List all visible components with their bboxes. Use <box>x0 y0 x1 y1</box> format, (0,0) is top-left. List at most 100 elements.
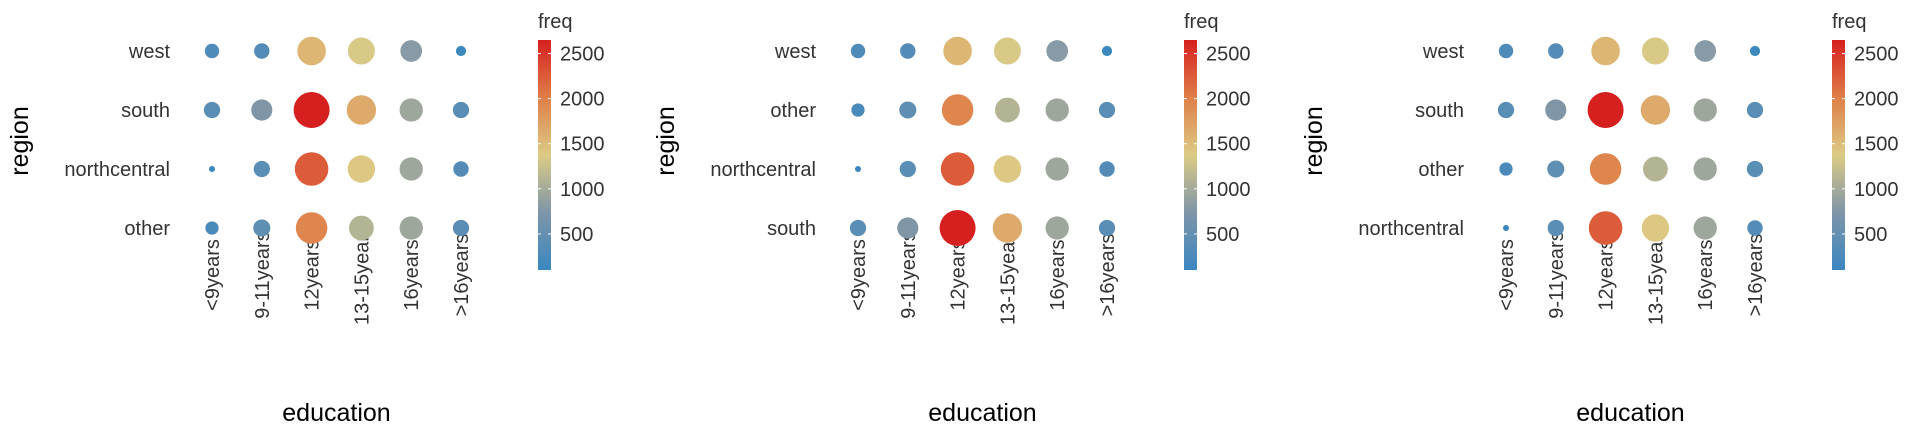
data-point <box>850 43 866 59</box>
data-point <box>992 213 1023 243</box>
legend-tick-label: 2000 <box>1206 89 1251 111</box>
data-point <box>254 43 270 59</box>
x-tick-label: >16years <box>1745 234 1767 317</box>
data-point <box>1045 157 1069 181</box>
data-point <box>1101 45 1113 57</box>
data-point <box>941 94 974 126</box>
data-point <box>346 95 377 125</box>
data-point <box>1046 40 1069 62</box>
legend-tick-label: 1500 <box>1206 134 1251 156</box>
legend-tick-label: 2500 <box>1206 44 1251 66</box>
legend-colorbar <box>1832 40 1845 270</box>
data-point <box>1547 160 1565 178</box>
data-point <box>203 101 221 119</box>
data-point <box>995 97 1020 123</box>
data-point <box>400 40 423 62</box>
data-point <box>1547 219 1564 237</box>
y-tick-label: south <box>1415 100 1464 122</box>
legend-tick-label: 2000 <box>1854 89 1899 111</box>
x-tick-label: >16years <box>451 234 473 317</box>
data-point <box>452 101 470 119</box>
y-tick-label: other <box>770 100 816 122</box>
y-axis-title: region <box>652 106 680 176</box>
x-tick-label: 12years <box>948 239 970 310</box>
data-point <box>399 157 423 181</box>
x-axis-title: education <box>1576 399 1684 427</box>
data-point <box>297 36 326 66</box>
data-point <box>900 43 916 59</box>
data-point <box>943 36 972 66</box>
y-tick-label: south <box>121 100 170 122</box>
chart-panel-3: region west south other northcentral <9years 9… <box>1300 11 1899 427</box>
data-point <box>1641 214 1670 242</box>
legend-title: freq <box>1184 11 1218 33</box>
data-point <box>1098 219 1116 237</box>
data-point <box>1693 216 1717 240</box>
legend-tick-label: 500 <box>1206 224 1239 246</box>
x-tick-label: <9years <box>848 239 870 311</box>
y-tick-label: west <box>774 41 817 63</box>
x-tick-label: 16years <box>401 239 423 310</box>
data-point <box>899 101 917 119</box>
y-tick-label: northcentral <box>1358 218 1464 240</box>
data-point <box>849 219 867 237</box>
data-point <box>1497 101 1515 119</box>
data-point <box>349 215 374 241</box>
x-tick-label: 12years <box>1596 239 1618 310</box>
data-point <box>1503 225 1509 231</box>
data-point <box>209 166 215 172</box>
data-point <box>899 160 916 178</box>
x-tick-label: 13-15years <box>351 225 373 325</box>
y-tick-label: south <box>767 218 816 240</box>
x-tick-label: 13-15years <box>1645 225 1667 325</box>
data-point <box>1694 40 1717 62</box>
data-point <box>1589 153 1622 185</box>
x-tick-label: 9-11years <box>252 231 274 318</box>
legend-tick-label: 500 <box>1854 224 1887 246</box>
legend-tick-label: 500 <box>560 224 593 246</box>
x-tick-label: 9-11years <box>898 231 920 318</box>
data-point <box>1587 92 1624 128</box>
data-point <box>1098 101 1116 119</box>
data-point <box>455 45 467 57</box>
x-axis-title: education <box>282 399 390 427</box>
x-tick-label: 12years <box>302 239 324 310</box>
legend-title: freq <box>538 11 572 33</box>
data-point <box>251 99 273 121</box>
y-tick-label: west <box>128 41 171 63</box>
data-point <box>1045 98 1069 122</box>
data-point <box>1641 37 1669 65</box>
data-point <box>1746 101 1764 119</box>
y-tick-label: northcentral <box>710 159 816 181</box>
data-point <box>1640 95 1671 125</box>
x-axis-title: education <box>928 399 1036 427</box>
x-tick-label: 13-15years <box>997 225 1019 325</box>
legend-colorbar <box>538 40 551 270</box>
data-point <box>295 212 328 244</box>
data-point <box>993 155 1022 183</box>
data-point <box>399 98 423 122</box>
data-point <box>1693 157 1717 181</box>
data-point <box>855 166 861 172</box>
legend-tick-label: 2000 <box>560 89 605 111</box>
legend-tick-label: 1000 <box>1854 179 1899 201</box>
legend-colorbar <box>1184 40 1197 270</box>
legend-title: freq <box>1832 11 1866 33</box>
data-point <box>347 155 376 183</box>
data-point <box>897 217 919 239</box>
y-tick-label: west <box>1422 41 1465 63</box>
data-point <box>347 37 375 65</box>
x-tick-label: <9years <box>1496 239 1518 311</box>
data-point <box>1643 156 1668 182</box>
y-tick-label: other <box>1418 159 1464 181</box>
data-point <box>1548 43 1564 59</box>
data-point <box>253 219 271 237</box>
data-point <box>1591 36 1620 66</box>
chart-panel-2: region west other northcentral south <9years 9… <box>652 11 1251 427</box>
x-tick-label: 9-11years <box>1546 231 1568 318</box>
data-point <box>993 37 1021 65</box>
data-point <box>1545 99 1567 121</box>
data-point <box>940 152 975 186</box>
y-tick-label: northcentral <box>64 159 170 181</box>
